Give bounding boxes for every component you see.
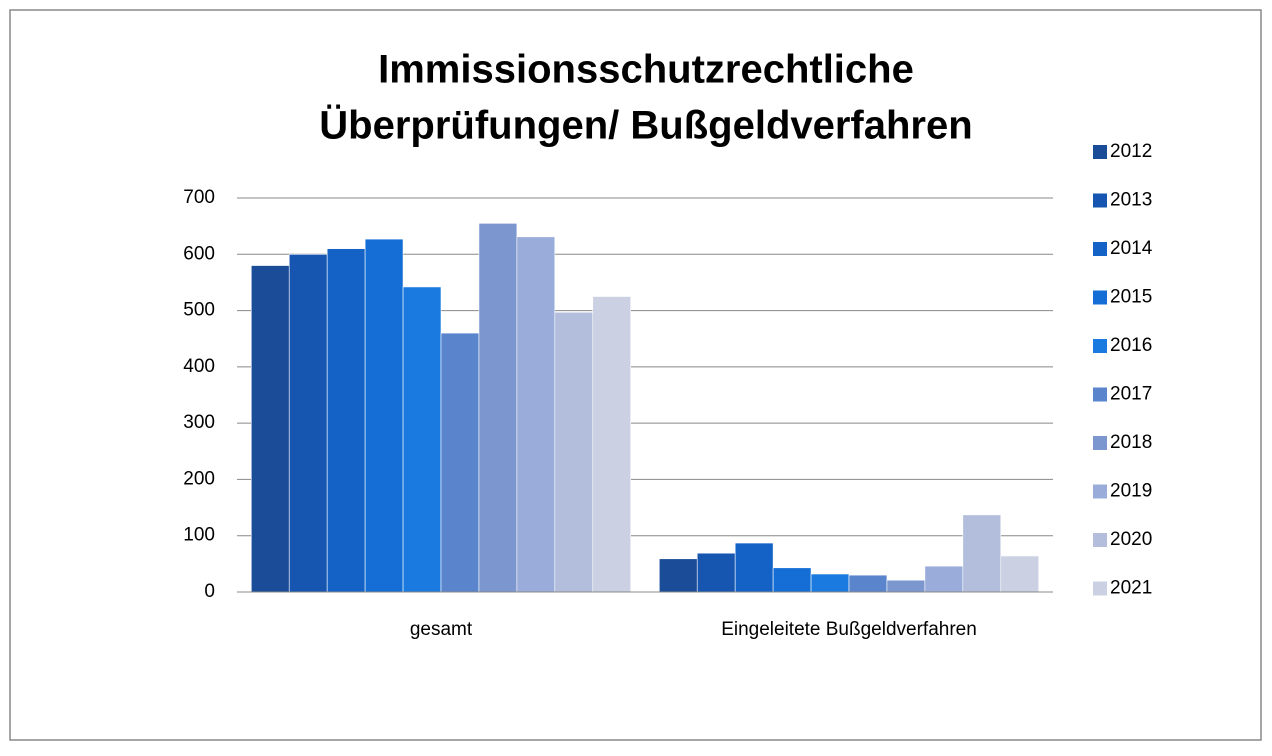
bar xyxy=(734,542,774,593)
bar xyxy=(592,296,632,593)
legend-label: 2015 xyxy=(1110,287,1152,308)
bar xyxy=(924,565,964,593)
legend-swatch xyxy=(1093,484,1107,499)
chart-title: Immissionsschutzrechtliche xyxy=(378,48,914,92)
y-tick-label: 200 xyxy=(183,468,215,489)
y-tick-label: 700 xyxy=(183,187,215,208)
x-tick-label: Eingeleitete Bußgeldverfahren xyxy=(721,619,977,640)
bar xyxy=(886,579,926,593)
legend-label: 2012 xyxy=(1110,141,1152,162)
legend-label: 2020 xyxy=(1110,529,1152,550)
y-tick-label: 300 xyxy=(183,412,215,433)
legend-swatch xyxy=(1093,193,1107,208)
x-tick-label: gesamt xyxy=(410,619,473,640)
y-tick-label: 500 xyxy=(183,300,215,321)
legend-label: 2019 xyxy=(1110,481,1152,502)
chart-frame xyxy=(9,9,1262,741)
bar xyxy=(478,223,518,593)
legend-label: 2018 xyxy=(1110,432,1152,453)
bar xyxy=(1000,555,1040,593)
legend-label: 2016 xyxy=(1110,335,1152,356)
bar xyxy=(772,567,812,593)
legend-label: 2014 xyxy=(1110,238,1153,259)
bar xyxy=(658,558,698,593)
legend-swatch xyxy=(1093,581,1107,596)
bar xyxy=(440,332,480,593)
legend-swatch xyxy=(1093,533,1107,547)
bar xyxy=(516,236,556,593)
bar xyxy=(554,311,594,593)
bar xyxy=(962,514,1002,593)
bar xyxy=(696,552,736,593)
legend-label: 2013 xyxy=(1110,190,1152,211)
legend-swatch xyxy=(1093,242,1107,256)
bar xyxy=(364,238,404,593)
bar xyxy=(848,574,888,593)
legend-swatch xyxy=(1093,387,1107,402)
legend-swatch xyxy=(1093,436,1107,450)
y-tick-label: 600 xyxy=(183,243,215,264)
bar xyxy=(288,253,328,593)
y-tick-label: 100 xyxy=(183,525,215,546)
legend-swatch xyxy=(1093,339,1107,353)
bar xyxy=(402,286,442,593)
bar xyxy=(810,573,850,593)
bar xyxy=(326,248,366,593)
legend-swatch xyxy=(1093,145,1107,159)
bar xyxy=(250,265,290,593)
y-tick-label: 0 xyxy=(204,581,215,602)
y-tick-label: 400 xyxy=(183,356,215,377)
legend-label: 2021 xyxy=(1110,578,1152,599)
legend-label: 2017 xyxy=(1110,384,1152,405)
chart-title: Überprüfungen/ Bußgeldverfahren xyxy=(319,103,972,148)
legend-swatch xyxy=(1093,290,1107,305)
